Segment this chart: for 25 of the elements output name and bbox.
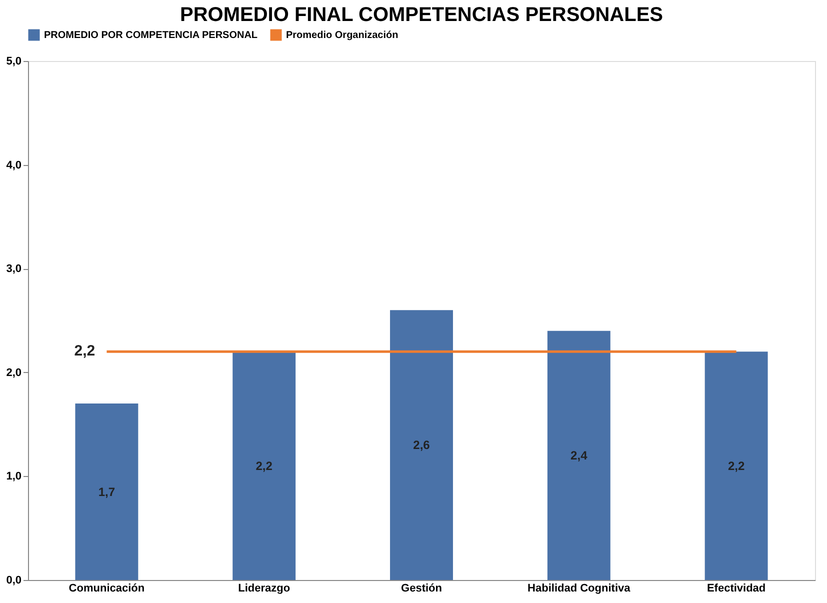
data-label: 2,6 xyxy=(413,438,430,452)
data-label: 2,4 xyxy=(570,448,588,462)
data-label: 2,2 xyxy=(256,458,273,473)
data-label: 2,2 xyxy=(728,458,745,473)
y-tick-label: 0,0 xyxy=(6,574,22,586)
bar xyxy=(232,352,296,580)
y-tick-label: 3,0 xyxy=(6,263,22,276)
data-label: 2,2 xyxy=(74,342,96,360)
y-tick-label: 1,0 xyxy=(6,470,22,483)
y-tick-label: 4,0 xyxy=(6,159,22,172)
x-tick-label: Gestión xyxy=(401,582,442,594)
y-tick-label: 2,0 xyxy=(6,366,22,379)
x-tick-label: Habilidad Cognitiva xyxy=(528,582,632,594)
x-tick-label: Comunicación xyxy=(68,582,145,594)
y-tick-label: 5,0 xyxy=(6,56,22,68)
chart-title: PROMEDIO FINAL COMPETENCIAS PERSONALES xyxy=(180,4,664,26)
bar xyxy=(704,352,768,580)
bar xyxy=(75,404,138,580)
x-tick-label: Liderazgo xyxy=(238,582,290,594)
x-tick-label: Efectividad xyxy=(706,582,766,594)
bar xyxy=(390,310,453,580)
data-label: 1,7 xyxy=(98,484,116,499)
legend-label: PROMEDIO POR COMPETENCIA PERSONAL xyxy=(44,30,258,41)
bar xyxy=(547,330,610,580)
legend-label: Promedio Organización xyxy=(286,30,398,41)
